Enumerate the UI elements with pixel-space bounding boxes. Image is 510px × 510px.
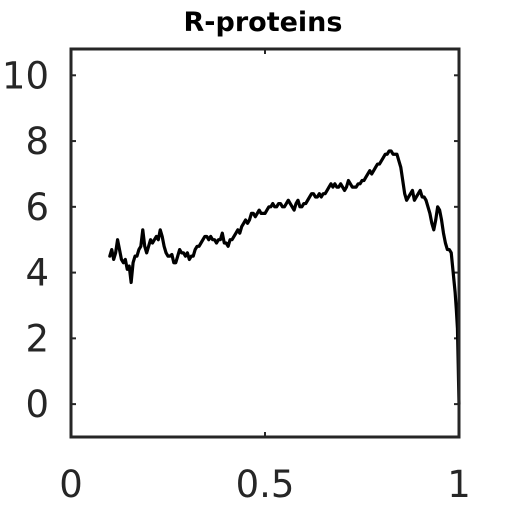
x-tick-label: 1 bbox=[447, 463, 471, 506]
y-tick-label: 10 bbox=[2, 54, 49, 97]
y-tick-label: 8 bbox=[25, 120, 49, 163]
y-tick-label: 2 bbox=[25, 317, 49, 360]
axis-ticks bbox=[70, 49, 460, 437]
plot-frame bbox=[69, 47, 461, 439]
series-line bbox=[108, 149, 461, 406]
y-tick-label: 6 bbox=[25, 186, 49, 229]
chart-title: R-proteins bbox=[184, 7, 343, 38]
x-tick-label: 0.5 bbox=[236, 463, 295, 506]
y-axis-tick-labels: 0 2 4 6 8 10 bbox=[2, 54, 49, 426]
x-tick-label: 0 bbox=[59, 463, 83, 506]
y-tick-label: 4 bbox=[25, 252, 49, 295]
x-axis-tick-labels: 0 0.5 1 bbox=[59, 463, 471, 506]
y-tick-label: 0 bbox=[25, 383, 49, 426]
